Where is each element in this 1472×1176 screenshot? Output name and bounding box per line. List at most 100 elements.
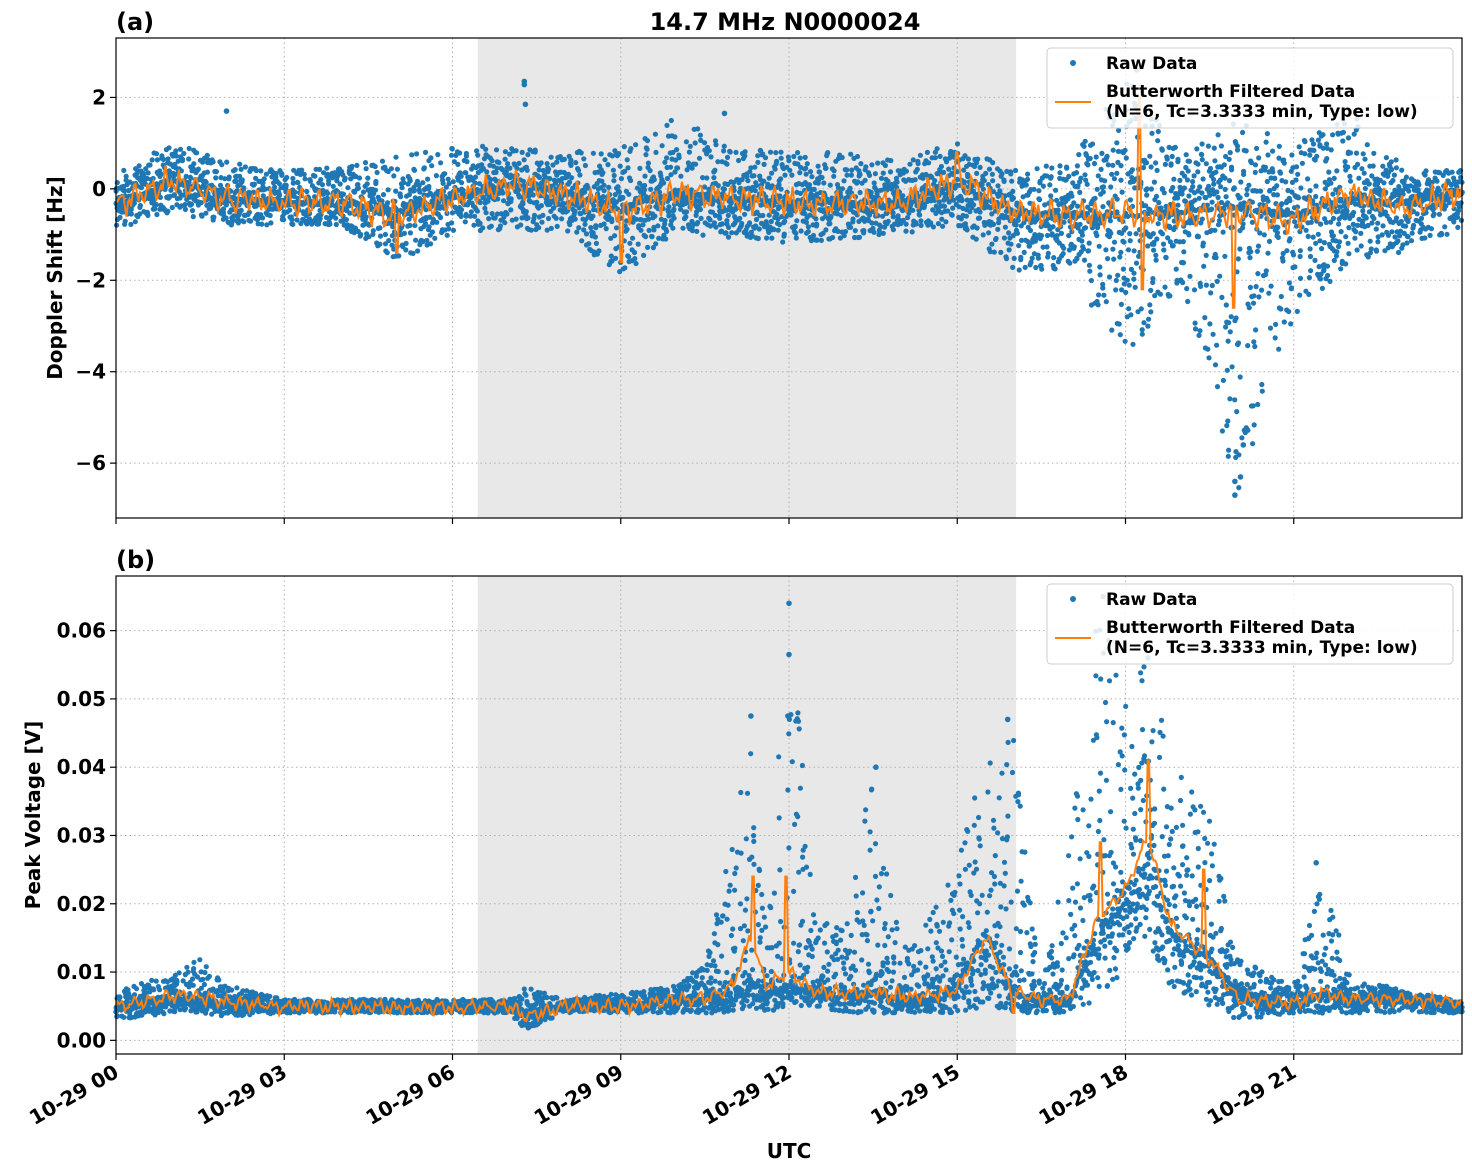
raw-data-point	[1254, 284, 1259, 289]
raw-data-point	[1273, 322, 1278, 327]
raw-data-point	[191, 214, 196, 219]
raw-data-point	[1269, 284, 1274, 289]
raw-data-point	[124, 174, 129, 179]
raw-data-point	[1226, 339, 1231, 344]
raw-data-point	[189, 202, 194, 207]
raw-data-point	[1004, 256, 1009, 261]
raw-data-point	[707, 148, 712, 153]
raw-data-point	[584, 231, 589, 236]
raw-data-point	[434, 220, 439, 225]
raw-data-point	[1298, 254, 1303, 259]
raw-data-point	[1099, 151, 1104, 156]
raw-data-point	[712, 168, 717, 173]
raw-data-point	[422, 165, 427, 170]
raw-data-point	[1185, 299, 1190, 304]
raw-data-point	[349, 164, 354, 169]
raw-data-point	[1265, 131, 1270, 136]
raw-data-point	[464, 159, 469, 164]
raw-data-point	[284, 175, 289, 180]
raw-data-point	[724, 162, 729, 167]
raw-data-point	[925, 150, 930, 155]
raw-data-point	[1064, 165, 1069, 170]
raw-data-point	[625, 165, 630, 170]
raw-data-point	[1215, 384, 1220, 389]
raw-data-point	[1240, 130, 1245, 135]
raw-data-point	[205, 170, 210, 175]
raw-data-point	[1307, 153, 1312, 158]
raw-data-point	[619, 176, 624, 181]
raw-data-point	[1227, 157, 1232, 162]
raw-data-point	[858, 161, 863, 166]
raw-data-point	[1330, 132, 1335, 137]
raw-data-point	[531, 192, 536, 197]
raw-data-point	[855, 154, 860, 159]
raw-data-point	[1204, 283, 1209, 288]
raw-data-point	[1190, 184, 1195, 189]
raw-data-point	[1375, 239, 1380, 244]
raw-data-point	[1264, 140, 1269, 145]
raw-data-point	[1392, 173, 1397, 178]
raw-data-point	[596, 248, 601, 253]
raw-data-point	[733, 150, 738, 155]
raw-data-point	[1346, 225, 1351, 230]
raw-data-point	[914, 221, 919, 226]
raw-data-point	[1079, 238, 1084, 243]
raw-data-point	[1362, 157, 1367, 162]
raw-data-point	[653, 150, 658, 155]
raw-data-point	[778, 194, 783, 199]
raw-data-point	[1256, 294, 1261, 299]
raw-data-point	[1167, 293, 1172, 298]
raw-data-point	[541, 168, 546, 173]
raw-data-point	[1248, 285, 1253, 290]
raw-data-point	[872, 180, 877, 185]
raw-data-point	[1147, 302, 1152, 307]
raw-data-point	[409, 152, 414, 157]
raw-data-point	[1384, 155, 1389, 160]
raw-data-point	[1298, 185, 1303, 190]
raw-data-point	[1329, 147, 1334, 152]
raw-data-point	[1371, 163, 1376, 168]
raw-data-point	[1252, 422, 1257, 427]
panel-a-shaded-region	[478, 38, 1016, 518]
raw-data-point	[219, 162, 224, 167]
raw-data-point	[1394, 215, 1399, 220]
raw-data-point	[1067, 261, 1072, 266]
raw-data-point	[1082, 258, 1087, 263]
raw-data-point	[1374, 226, 1379, 231]
raw-data-point	[646, 161, 651, 166]
raw-data-point	[672, 134, 677, 139]
raw-data-point	[1380, 164, 1385, 169]
raw-data-point	[1121, 240, 1126, 245]
raw-data-point	[334, 222, 339, 227]
raw-data-point	[1123, 339, 1128, 344]
raw-data-point	[819, 238, 824, 243]
raw-data-point	[1332, 176, 1337, 181]
raw-data-point	[183, 207, 188, 212]
raw-data-point	[774, 159, 779, 164]
raw-data-point	[1218, 184, 1223, 189]
raw-data-point	[1201, 264, 1206, 269]
raw-data-point	[1227, 396, 1232, 401]
raw-data-point	[683, 214, 688, 219]
raw-data-point	[1356, 176, 1361, 181]
raw-data-point	[1266, 291, 1271, 296]
raw-data-point	[357, 175, 362, 180]
raw-data-point	[1154, 194, 1159, 199]
raw-data-point	[1174, 267, 1179, 272]
raw-data-point	[1340, 138, 1345, 143]
raw-data-point	[213, 175, 218, 180]
raw-data-point	[545, 161, 550, 166]
raw-data-point	[1025, 172, 1030, 177]
raw-data-point	[429, 163, 434, 168]
raw-data-point	[855, 179, 860, 184]
raw-data-point	[165, 209, 170, 214]
raw-data-point	[532, 213, 537, 218]
raw-data-point	[194, 150, 199, 155]
raw-data-point	[1245, 428, 1250, 433]
raw-data-point	[799, 228, 804, 233]
raw-data-point	[1195, 162, 1200, 167]
raw-data-point	[1236, 485, 1241, 490]
raw-data-point	[1237, 246, 1242, 251]
raw-data-point	[473, 175, 478, 180]
raw-data-point	[279, 173, 284, 178]
